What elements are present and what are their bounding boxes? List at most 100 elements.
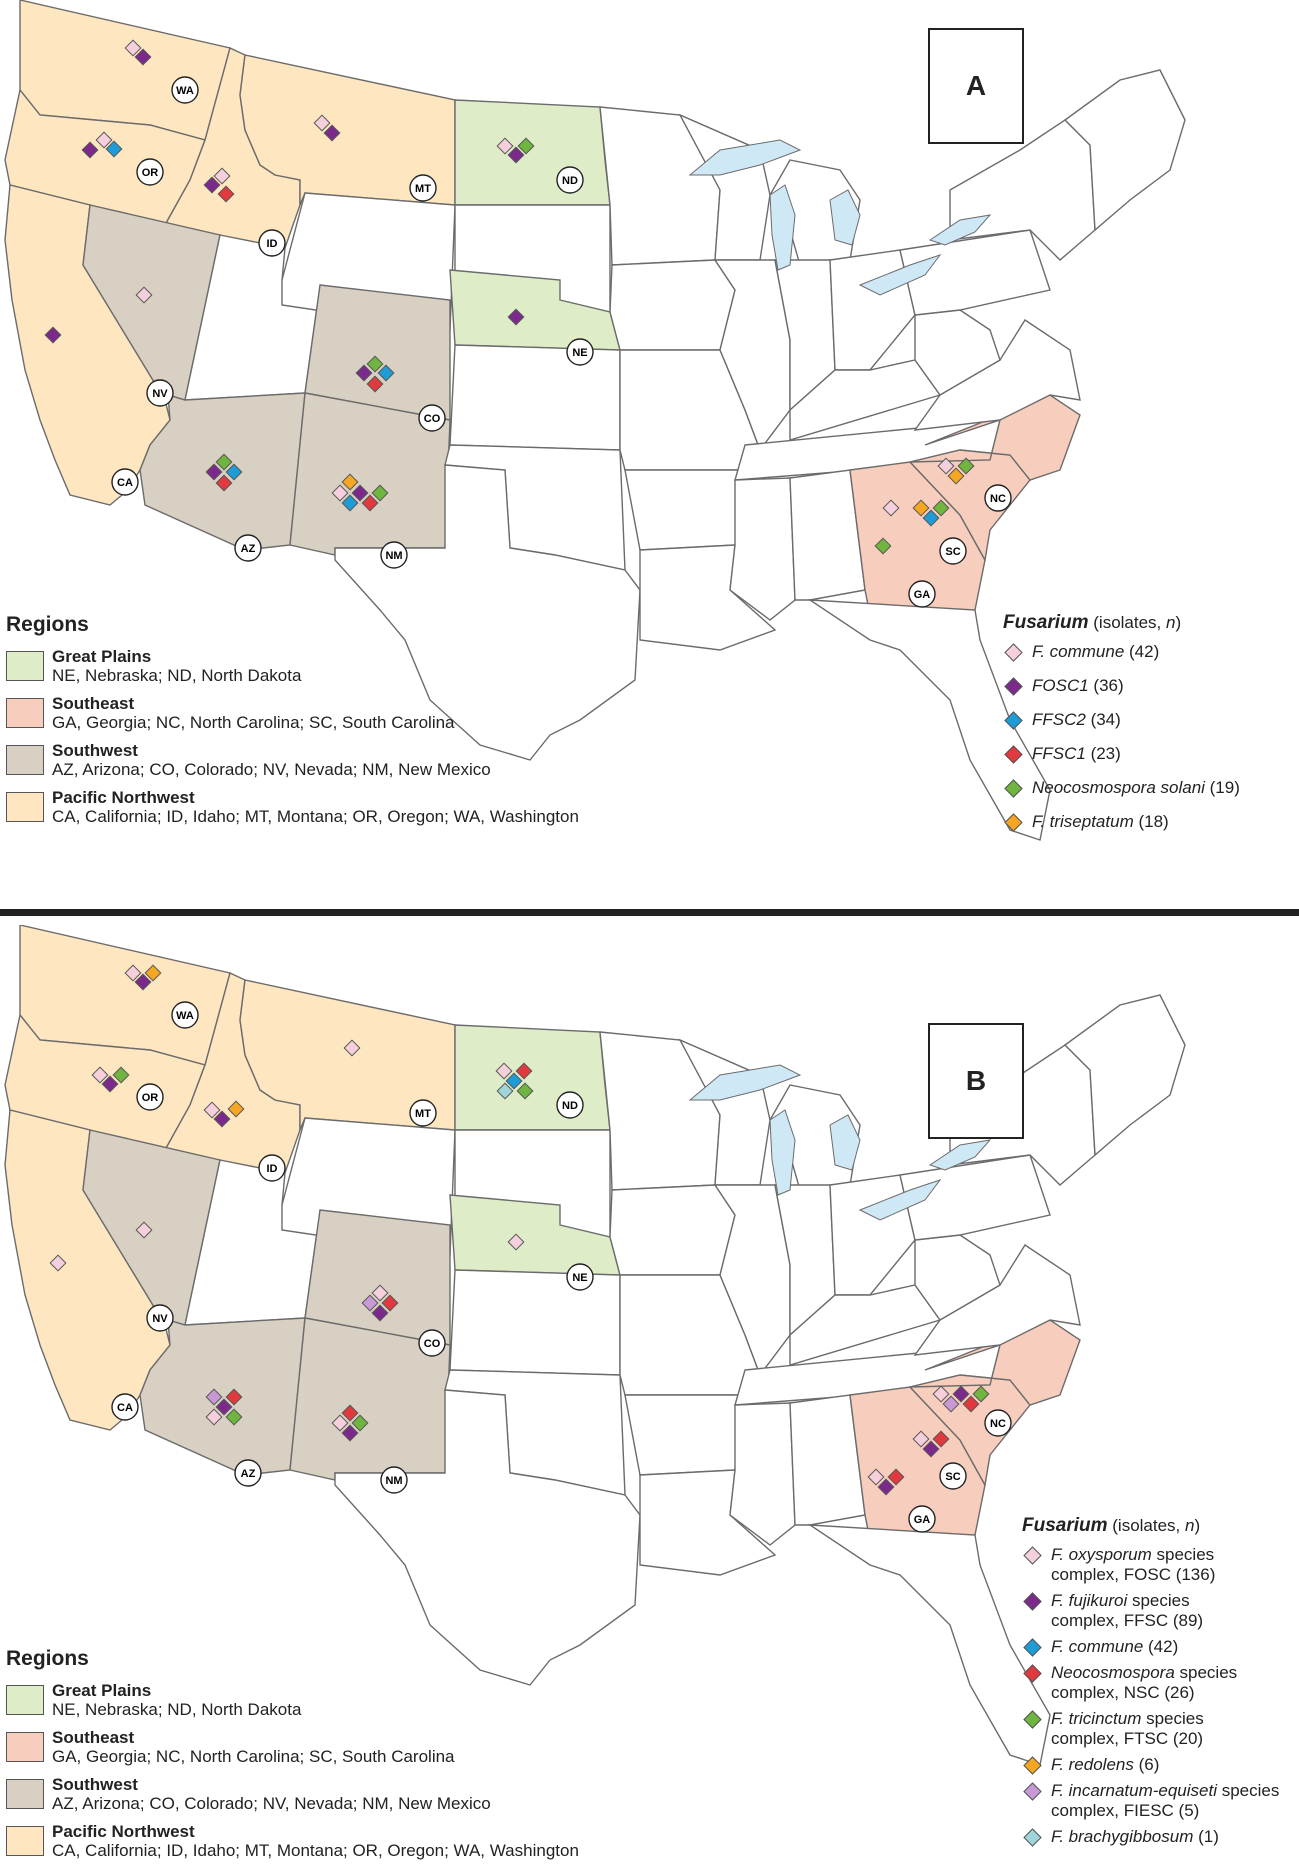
isolate-diamond-marker (361, 1294, 379, 1312)
isolate-diamond-marker (942, 1395, 960, 1413)
region-item-pacific-northwest: Pacific Northwest CA, California; ID, Ida… (6, 1822, 579, 1860)
state-label-circle (409, 1099, 437, 1127)
isolate-diamond-marker (882, 499, 900, 517)
fusarium-legend-item: F. oxysporum species complex, FOSC (136) (1022, 1545, 1279, 1585)
species-name: FFSC1 (1032, 744, 1086, 763)
state-label-circle (556, 1091, 584, 1119)
great-lake-2 (830, 190, 860, 245)
isolate-diamond-marker (887, 1468, 905, 1486)
isolate-diamond-marker (95, 131, 113, 149)
isolate-diamond-marker (101, 1075, 119, 1093)
state-al (790, 470, 865, 600)
isolate-diamond-marker (947, 467, 965, 485)
isolate-diamond-marker (213, 167, 231, 185)
state-label-circle (234, 1459, 262, 1487)
species-name: F. triseptatum (1032, 812, 1134, 831)
state-label-nv: NV (152, 388, 168, 400)
isolate-diamond-marker (507, 1233, 525, 1251)
state-label-circle (111, 468, 139, 496)
state-label-circle (418, 404, 446, 432)
state-label-circle (136, 1083, 164, 1111)
region-name: Pacific Northwest (52, 788, 195, 807)
region-swatch (6, 1779, 44, 1809)
isolate-diamond-marker (505, 1072, 523, 1090)
isolate-diamond-marker (932, 1430, 950, 1448)
state-label-circle (111, 1393, 139, 1421)
species-count: (36) (1088, 676, 1124, 695)
great-lake-2 (830, 1115, 860, 1170)
panel-a: WA OR CA ID NV MT AZ CO NM ND NE NC SC GA A Regions G… (0, 0, 1299, 910)
state-fl (810, 600, 1050, 840)
state-label-sc: SC (945, 546, 960, 558)
species-name: F. fujikuroi (1051, 1591, 1128, 1610)
species-name: F. tricinctum (1051, 1709, 1142, 1728)
state-label-circle (556, 166, 584, 194)
regions-title: Regions (6, 613, 89, 636)
species-rest: species (1127, 1591, 1190, 1610)
state-tx (335, 465, 640, 760)
species-name: Neocosmospora (1051, 1663, 1175, 1682)
state-label-mt: MT (415, 183, 431, 195)
state-label-circle (409, 174, 437, 202)
fusarium-legend-item: F. incarnatum-equiseti species complex, F… (1022, 1781, 1279, 1821)
fusarium-legend-item: F. brachygibbosum (1) (1022, 1827, 1279, 1847)
isolate-diamond-marker (874, 537, 892, 555)
species-line2: complex, FIESC (5) (1051, 1801, 1200, 1820)
state-ia (610, 260, 735, 350)
regions-legend-b: Regions Great Plains NE, Nebraska; ND, No… (6, 1647, 579, 1869)
isolate-diamond-marker (495, 1062, 513, 1080)
region-desc: AZ, Arizona; CO, Colorado; NV, Nevada; N… (52, 760, 491, 779)
isolate-diamond-marker (313, 114, 331, 132)
species-rest: species (1217, 1781, 1280, 1800)
state-label-circle (258, 229, 286, 257)
fusarium-legend-item: F. commune (42) (1022, 1637, 1279, 1657)
isolate-diamond-marker (341, 1404, 359, 1422)
isolate-diamond-marker (205, 1388, 223, 1406)
region-desc: GA, Georgia; NC, North Carolina; SC, Sou… (52, 1747, 455, 1766)
isolate-diamond-marker (377, 364, 395, 382)
state-label-circle (234, 534, 262, 562)
species-rest: (6) (1133, 1755, 1160, 1774)
isolate-diamond-marker (912, 1430, 930, 1448)
region-swatch (6, 1732, 44, 1762)
state-ne-states (1065, 70, 1185, 230)
region-name: Southeast (52, 694, 135, 713)
state-label-circle (566, 1263, 594, 1291)
state-label-nv: NV (152, 1313, 168, 1325)
isolate-diamond-marker (215, 1398, 233, 1416)
species-name: F. brachygibbosum (1051, 1827, 1194, 1846)
panel-letter-a: A (928, 28, 1024, 144)
state-nd (455, 1025, 610, 1130)
species-rest: (42) (1143, 1637, 1179, 1656)
isolate-diamond-marker (112, 1066, 130, 1084)
isolate-diamond-marker (496, 1082, 514, 1100)
isolate-diamond-marker (867, 1468, 885, 1486)
state-label-nm: NM (385, 550, 402, 562)
isolate-diamond-marker (343, 1039, 361, 1057)
species-name: F. oxysporum (1051, 1545, 1152, 1564)
species-name: FFSC2 (1032, 710, 1086, 729)
diamond-marker-icon (1004, 745, 1023, 764)
state-label-nd: ND (562, 175, 578, 187)
species-line2: complex, FOSC (136) (1051, 1565, 1216, 1584)
state-nc (910, 1320, 1080, 1405)
state-label-az: AZ (241, 1468, 256, 1480)
us-map-a: WA OR CA ID NV MT AZ CO NM ND NE NC SC GA (0, 0, 1299, 910)
regions-legend-a: Regions Great Plains NE, Nebraska; ND, No… (6, 613, 579, 835)
panel-letter-b: B (928, 1023, 1024, 1139)
species-count: (42) (1124, 642, 1160, 661)
region-name: Great Plains (52, 647, 152, 666)
isolate-diamond-marker (124, 39, 142, 57)
isolate-diamond-marker (135, 1221, 153, 1239)
isolate-diamond-marker (366, 375, 384, 393)
fusarium-legend-item: F. tricinctum species complex, FTSC (20) (1022, 1709, 1279, 1749)
isolate-diamond-marker (952, 1385, 970, 1403)
region-desc: CA, California; ID, Idaho; MT, Montana; … (52, 1841, 579, 1860)
diamond-marker-icon (1023, 1782, 1042, 1801)
region-name: Southwest (52, 1775, 138, 1794)
isolate-diamond-marker (331, 484, 349, 502)
state-ks (450, 345, 620, 450)
diamond-marker-icon (1023, 1710, 1042, 1729)
state-tx (335, 1390, 640, 1685)
isolate-diamond-marker (912, 499, 930, 517)
